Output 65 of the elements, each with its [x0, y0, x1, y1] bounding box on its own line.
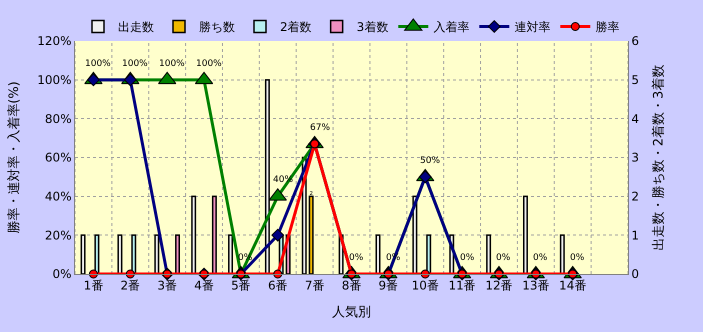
y-tick-label: 80%	[44, 112, 72, 126]
legend-label: 3着数	[356, 20, 388, 34]
x-tick-label: 4番	[194, 278, 214, 292]
x-tick-label: 2番	[120, 278, 140, 292]
x-axis-title: 人気別	[332, 305, 371, 320]
legend-label: 勝率	[595, 20, 620, 34]
data-label: 50%	[420, 156, 440, 166]
y2-tick-label: 4	[631, 112, 640, 126]
bar	[212, 196, 217, 274]
x-tick-label: 3番	[157, 278, 177, 292]
y2-tick-label: 1	[631, 228, 640, 242]
y2-tick-label: 6	[631, 34, 640, 48]
data-label: 100%	[122, 59, 148, 69]
bar	[376, 234, 380, 274]
x-tick-label: 11番	[448, 278, 476, 292]
bar	[80, 234, 86, 274]
data-label: 100%	[85, 59, 112, 69]
x-tick-label: 1番	[84, 278, 104, 292]
data-label: 67%	[310, 123, 330, 133]
legend-label: 連対率	[514, 20, 550, 34]
data-label: 100%	[159, 59, 186, 69]
bar	[522, 196, 528, 274]
x-tick-label: 7番	[304, 278, 324, 292]
point	[271, 228, 284, 242]
bar	[154, 234, 160, 274]
x-tick-label: 8番	[342, 278, 362, 292]
data-label: 0%	[349, 253, 364, 263]
x-tick-label: 13番	[522, 278, 550, 292]
y-tick-label: 40%	[44, 190, 72, 204]
x-tick-label: 10番	[412, 278, 439, 292]
y-tick-label: 100%	[37, 73, 72, 88]
bar	[191, 196, 196, 274]
bar	[560, 234, 565, 274]
y-tick-label: 20%	[44, 228, 72, 242]
x-tick-label: 12番	[485, 278, 513, 292]
x-tick-label: 6番	[268, 278, 288, 292]
x-tick-label: 14番	[559, 278, 586, 292]
y2-tick-label: 5	[631, 73, 640, 88]
data-label: 0%	[496, 253, 511, 263]
data-label: 0%	[460, 253, 475, 263]
y-tick-label: 120%	[37, 34, 72, 48]
bar	[228, 234, 234, 274]
data-label: 0%	[570, 253, 585, 263]
bar	[175, 234, 180, 274]
legend-label: 勝ち数	[199, 20, 235, 34]
y-tick-label: 0%	[52, 267, 72, 282]
data-label: 100%	[196, 59, 222, 69]
point	[268, 188, 287, 201]
legend-label: 入着率	[433, 20, 470, 34]
legend-label: 2着数	[280, 20, 312, 34]
legend-label: 出走数	[118, 20, 154, 34]
bar	[486, 234, 492, 274]
y2-tick-label: 2	[631, 190, 640, 204]
y2-axis-title: 出走数・勝ち数・2着数・3着数	[650, 64, 667, 250]
bar	[308, 196, 314, 274]
point	[158, 72, 176, 84]
y-tick-label: 60%	[44, 150, 72, 165]
y2-tick-label: 0	[631, 267, 640, 282]
data-label: 0%	[533, 253, 548, 263]
bar	[117, 234, 122, 274]
y2-tick-label: 3	[631, 150, 640, 165]
y-axis-title: 勝率・連対率・入着率(%)	[6, 81, 22, 234]
point	[418, 170, 432, 184]
x-tick-label: 9番	[378, 278, 398, 292]
x-tick-label: 5番	[231, 278, 251, 292]
